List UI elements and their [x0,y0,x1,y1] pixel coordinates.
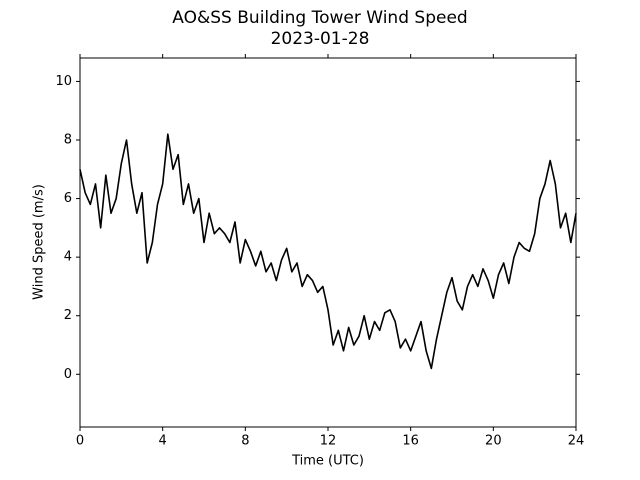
y-axis-label: Wind Speed (m/s) [32,184,47,300]
x-tick-label: 4 [159,434,167,449]
data-line [79,133,577,370]
x-axis-label: Time (UTC) [291,454,364,469]
chart-title: AO&SS Building Tower Wind Speed [172,8,467,28]
x-tick-label: 20 [485,434,502,449]
y-tick-label: 6 [64,191,72,206]
y-tick-label: 2 [64,308,72,323]
y-tick-label: 8 [64,133,72,148]
y-tick-label: 10 [55,74,72,89]
x-tick-label: 24 [568,434,585,449]
plot-frame [79,57,577,428]
x-tick-label: 0 [76,434,84,449]
x-tick-label: 16 [402,434,419,449]
chart-subtitle: 2023-01-28 [271,29,370,49]
y-tick-label: 4 [64,250,72,265]
x-tick-label: 12 [320,434,337,449]
y-tick-label: 0 [64,367,72,382]
x-tick-label: 8 [241,434,249,449]
